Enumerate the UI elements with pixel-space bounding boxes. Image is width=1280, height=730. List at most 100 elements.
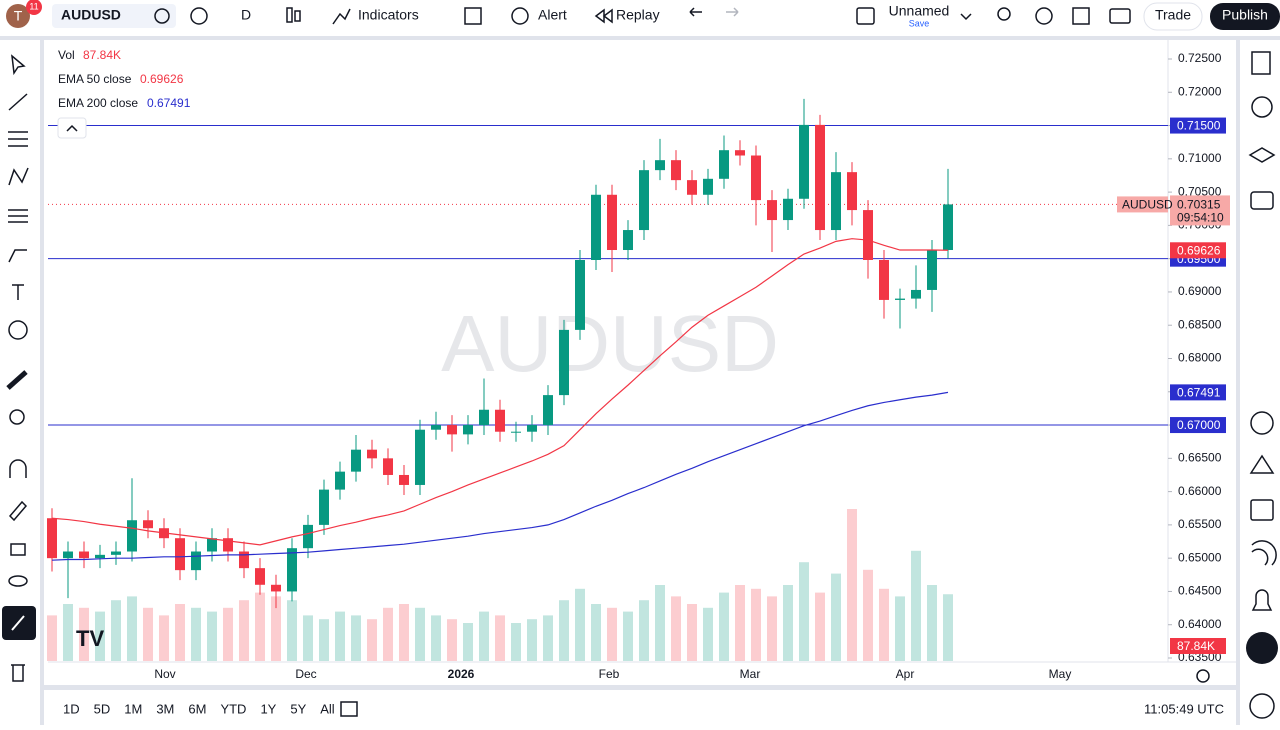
text-tool[interactable]: [12, 284, 24, 300]
goto-date[interactable]: [340, 701, 358, 717]
volume-bar: [383, 607, 393, 661]
fib-tool[interactable]: [8, 131, 28, 147]
snapshot-icon[interactable]: [1109, 8, 1131, 24]
watermark: AUDUSD: [441, 299, 779, 388]
range-button[interactable]: 1Y: [260, 701, 276, 716]
symbol-search[interactable]: [52, 4, 176, 28]
publish-button[interactable]: [1210, 3, 1280, 30]
lock-tool[interactable]: [10, 543, 26, 556]
apps-btn[interactable]: [1246, 632, 1278, 664]
trendline-tool[interactable]: [8, 93, 28, 111]
range-button[interactable]: YTD: [220, 701, 246, 716]
vol-label: Vol: [58, 48, 75, 62]
candle-body: [895, 298, 905, 300]
notifications-btn[interactable]: [1251, 589, 1273, 611]
forecast-tool[interactable]: [8, 209, 28, 223]
volume-bar: [735, 585, 745, 661]
volume-bar: [671, 596, 681, 661]
trade-button[interactable]: [1143, 2, 1203, 31]
clock: 11:05:49 UTC: [1144, 701, 1224, 716]
volume-bar: [687, 604, 697, 661]
range-button[interactable]: 6M: [188, 701, 206, 716]
ema-tag-bg: [1170, 242, 1226, 259]
undo-icon[interactable]: [689, 7, 702, 17]
ema200-value: 0.67491: [147, 96, 191, 110]
volume-bar: [335, 611, 345, 661]
candle-body: [511, 431, 521, 433]
zoom-tool[interactable]: [9, 409, 25, 425]
keep-drawing-tool[interactable]: [8, 500, 28, 522]
replay[interactable]: Replay: [616, 7, 660, 23]
help-btn[interactable]: [1249, 693, 1275, 719]
interval[interactable]: D: [241, 7, 251, 23]
ema200-label: EMA 200 close: [58, 96, 138, 110]
volume-bar: [511, 623, 521, 661]
layout-name[interactable]: Unnamed: [889, 3, 950, 19]
fullscreen-icon[interactable]: [1072, 7, 1090, 25]
calendar-btn[interactable]: [1250, 499, 1274, 521]
candle-body: [367, 449, 377, 459]
range-button[interactable]: 3M: [156, 701, 174, 716]
y-tick-label: 0.68500: [1178, 317, 1222, 331]
candle-body: [527, 425, 537, 432]
layout-icon[interactable]: [856, 7, 875, 25]
scan-btn[interactable]: [1250, 411, 1274, 435]
layers-btn[interactable]: [1248, 147, 1276, 163]
collapse-legend[interactable]: [57, 117, 87, 139]
range-button[interactable]: 5Y: [290, 701, 306, 716]
ideas-btn[interactable]: [1249, 454, 1275, 474]
volume-bar: [847, 509, 857, 661]
candle-body: [303, 524, 313, 549]
brush-tool[interactable]: [8, 249, 27, 263]
alert[interactable]: Alert: [538, 7, 567, 23]
axis-settings[interactable]: [1196, 669, 1210, 683]
ema50-label: EMA 50 close: [58, 72, 132, 86]
indicators[interactable]: Indicators: [358, 7, 419, 23]
candle-body: [911, 289, 921, 299]
volume-bar: [703, 607, 713, 661]
volume-bar: [639, 600, 649, 661]
candle-body: [815, 124, 825, 231]
candle-body: [703, 178, 713, 195]
settings-icon[interactable]: [1035, 7, 1053, 25]
pattern-tool[interactable]: [8, 167, 29, 186]
volume-tag: 87.84K: [1177, 639, 1215, 653]
emoji-tool[interactable]: [8, 320, 28, 340]
visibility-tool[interactable]: [8, 575, 28, 587]
candle-body: [543, 395, 553, 426]
news-btn[interactable]: [1251, 540, 1277, 566]
trash-tool[interactable]: [11, 664, 25, 682]
templates-icon[interactable]: [464, 7, 482, 25]
y-tick-label: 0.64500: [1178, 584, 1222, 598]
compare-icon[interactable]: [154, 8, 170, 24]
layout-menu[interactable]: [960, 13, 972, 21]
candle-body: [831, 172, 841, 231]
range-button[interactable]: 1M: [124, 701, 142, 716]
volume-bar: [927, 585, 937, 661]
save-label[interactable]: Save: [909, 18, 930, 28]
range-button[interactable]: 5D: [94, 701, 111, 716]
search-icon[interactable]: [997, 7, 1011, 21]
cursor-tool[interactable]: [11, 54, 26, 76]
alerts-btn[interactable]: [1251, 96, 1273, 118]
y-tick-label: 0.65500: [1178, 517, 1222, 531]
volume-tag-bg: [1170, 638, 1226, 654]
volume-bar: [479, 611, 489, 661]
range-button[interactable]: 1D: [63, 701, 80, 716]
watchlist-btn[interactable]: [1251, 51, 1271, 75]
magnet-tool[interactable]: [9, 459, 27, 478]
chat-btn[interactable]: [1250, 191, 1274, 210]
add-icon[interactable]: [190, 7, 208, 25]
volume-bar: [319, 619, 329, 661]
level-tag: 0.67000: [1177, 418, 1221, 432]
right-toolbar: [1240, 40, 1280, 725]
bars-icon[interactable]: [286, 7, 293, 23]
range-button[interactable]: All: [320, 701, 335, 716]
trade: Trade: [1155, 7, 1191, 23]
volume-bar: [271, 596, 281, 661]
ruler-tool[interactable]: [6, 370, 28, 390]
avatar[interactable]: [6, 4, 30, 28]
candle-body: [783, 198, 793, 221]
redo-icon[interactable]: [726, 7, 739, 17]
chart: 0.725000.720000.715000.710000.705000.700…: [47, 51, 1230, 681]
